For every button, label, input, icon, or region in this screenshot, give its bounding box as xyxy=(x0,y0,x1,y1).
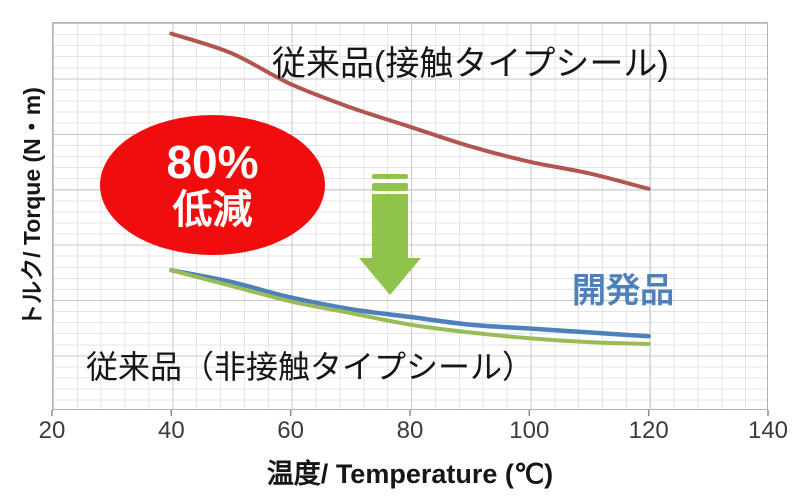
x-tick-label: 120 xyxy=(628,417,669,444)
x-tick-label: 40 xyxy=(157,417,185,444)
x-tick-label: 80 xyxy=(396,417,424,444)
x-tick-label: 60 xyxy=(277,417,305,444)
series-label-developed-product: 開発品 xyxy=(572,272,674,310)
y-axis-title: トルク/ Torque (N・m) xyxy=(19,87,45,327)
reduction-percent-text: 80% xyxy=(166,135,259,188)
x-tick-label: 100 xyxy=(509,417,550,444)
reduction-callout-ellipse: 80% 低減 xyxy=(100,115,325,255)
x-tick-label: 20 xyxy=(38,417,66,444)
x-tick-label: 140 xyxy=(747,417,789,444)
series-label-noncontact-seal: 従来品（非接触タイプシール） xyxy=(86,349,535,385)
x-axis-tick-marks xyxy=(51,410,769,416)
series-label-contact-seal: 従来品(接触タイプシール) xyxy=(272,45,669,83)
reduction-label-text: 低減 xyxy=(172,188,253,233)
x-axis-title: 温度/ Temperature (℃) xyxy=(266,459,554,489)
